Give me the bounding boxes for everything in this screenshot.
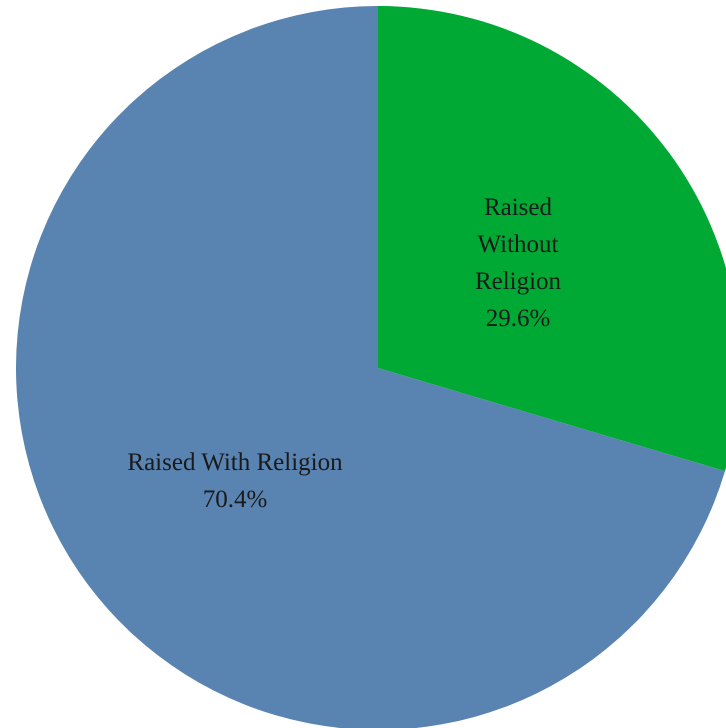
pie-slice-label-1: Raised With Religion 70.4% xyxy=(127,449,343,513)
slice-name-line: Without xyxy=(478,231,559,258)
slice-percent-label: 29.6% xyxy=(486,305,551,332)
slice-name-line: Raised With Religion xyxy=(127,449,343,476)
pie-slice-label-0: Raised Without Religion 29.6% xyxy=(475,194,562,332)
pie-slice-0 xyxy=(378,6,726,472)
pie-labels: Raised Without Religion 29.6% Raised With Re… xyxy=(127,194,561,513)
slice-name-line: Raised xyxy=(484,194,553,221)
slice-name-line: Religion xyxy=(475,268,562,295)
pie-slice-1 xyxy=(16,6,725,728)
pie-slices xyxy=(16,6,726,728)
slice-percent-label: 70.4% xyxy=(203,486,268,513)
